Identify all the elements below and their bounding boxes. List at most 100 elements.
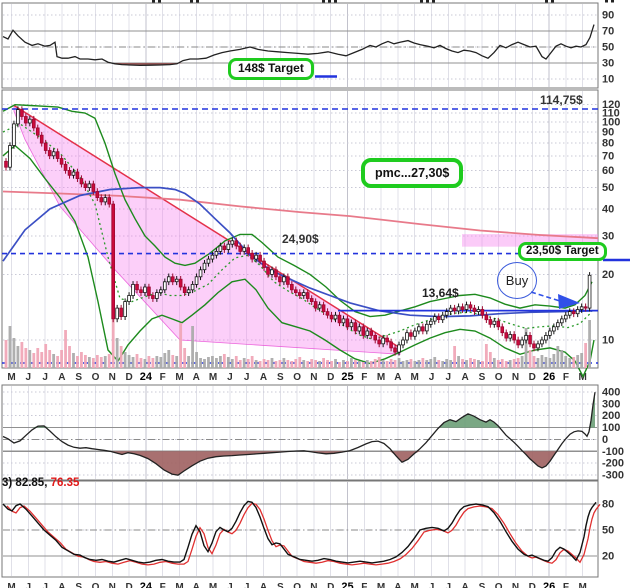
svg-text:N: N bbox=[109, 372, 116, 383]
volume-bar bbox=[20, 342, 24, 368]
volume-bar bbox=[385, 361, 389, 368]
candle bbox=[563, 314, 568, 320]
svg-text:M: M bbox=[209, 372, 217, 383]
svg-text:90: 90 bbox=[602, 126, 614, 138]
level-1364-label: 13,64$ bbox=[422, 286, 459, 300]
candle bbox=[250, 252, 254, 260]
volume-bar bbox=[246, 359, 250, 368]
candle bbox=[444, 311, 449, 316]
candle bbox=[401, 339, 405, 346]
volume-bar bbox=[84, 355, 87, 368]
candle bbox=[135, 283, 139, 291]
volume-bar bbox=[421, 358, 425, 368]
candle bbox=[571, 311, 576, 315]
volume-bar bbox=[127, 355, 131, 368]
candle bbox=[552, 326, 556, 332]
svg-text:S: S bbox=[75, 372, 82, 383]
volume-bar bbox=[552, 354, 556, 368]
candle bbox=[476, 309, 481, 312]
svg-text:J: J bbox=[26, 582, 32, 588]
svg-text:25: 25 bbox=[341, 581, 353, 588]
svg-text:N: N bbox=[310, 582, 317, 588]
svg-text:50: 50 bbox=[602, 42, 614, 54]
volume-bar bbox=[508, 360, 512, 368]
buy-arrow bbox=[530, 291, 580, 309]
stoch-value-d: 76.35 bbox=[50, 477, 80, 489]
svg-text:26: 26 bbox=[543, 581, 555, 588]
candle bbox=[456, 306, 461, 312]
candle bbox=[488, 319, 493, 325]
candle bbox=[20, 109, 24, 117]
svg-text:10: 10 bbox=[602, 335, 614, 347]
svg-text:O: O bbox=[495, 372, 503, 383]
volume-bar bbox=[528, 350, 532, 368]
candle bbox=[317, 304, 322, 309]
svg-text:-200: -200 bbox=[602, 458, 624, 470]
svg-text:A: A bbox=[193, 372, 200, 383]
candle bbox=[393, 347, 397, 353]
target-2350-annotation: 23,50$ Target bbox=[518, 242, 607, 262]
candle bbox=[369, 330, 374, 336]
volume-bar bbox=[584, 343, 588, 368]
candle bbox=[246, 247, 250, 254]
svg-text:O: O bbox=[92, 582, 100, 588]
candle bbox=[79, 178, 84, 185]
svg-text:24: 24 bbox=[140, 581, 153, 588]
svg-text:A: A bbox=[193, 582, 200, 588]
volume-bar bbox=[242, 358, 246, 368]
candle bbox=[262, 260, 266, 268]
volume-bar bbox=[381, 360, 385, 368]
volume-bar bbox=[544, 357, 548, 368]
svg-text:26: 26 bbox=[543, 371, 555, 383]
date-axis: M J J A S O N D 24 F M A M J J A S O N D 25 F M A M J J A S O N D 26 F M bbox=[7, 371, 587, 383]
candle bbox=[234, 240, 239, 247]
volume-bar bbox=[32, 353, 36, 368]
svg-text:D: D bbox=[327, 582, 334, 588]
volume-bar bbox=[342, 360, 345, 368]
svg-text:24: 24 bbox=[140, 371, 153, 383]
candle bbox=[567, 311, 572, 316]
candle bbox=[39, 134, 44, 144]
volume-bar bbox=[56, 356, 60, 368]
candle bbox=[480, 309, 485, 316]
volume-bar bbox=[481, 361, 484, 368]
volume-bar bbox=[564, 356, 568, 368]
oscillator-content bbox=[2, 392, 596, 476]
candle bbox=[139, 289, 143, 293]
volume-bar bbox=[425, 360, 429, 368]
high-level-label: 114,75$ bbox=[540, 93, 583, 107]
volume-bar bbox=[8, 326, 12, 368]
candle bbox=[190, 283, 195, 291]
svg-text:J: J bbox=[244, 582, 250, 588]
svg-text:S: S bbox=[277, 582, 284, 588]
candle bbox=[31, 118, 36, 129]
rsi-content bbox=[2, 24, 595, 78]
candle bbox=[357, 326, 362, 332]
volume-bar bbox=[532, 356, 536, 368]
volume-bar bbox=[163, 353, 167, 368]
volume-bar bbox=[286, 360, 290, 368]
volume-bar bbox=[330, 361, 333, 368]
candle bbox=[468, 304, 473, 309]
volume-bar bbox=[151, 358, 155, 368]
volume-bar bbox=[409, 359, 413, 368]
svg-text:J: J bbox=[227, 582, 233, 588]
svg-text:S: S bbox=[75, 582, 82, 588]
candle bbox=[159, 289, 163, 293]
rsi-target-annotation: 148$ Target bbox=[228, 58, 314, 80]
volume-bar bbox=[334, 359, 337, 368]
volume-bar bbox=[72, 353, 75, 368]
svg-text:S: S bbox=[277, 372, 284, 383]
level-2490-label: 24,90$ bbox=[282, 232, 319, 246]
svg-text:60: 60 bbox=[602, 165, 614, 177]
volume-bar bbox=[199, 358, 202, 368]
svg-text:M: M bbox=[377, 372, 385, 383]
svg-text:A: A bbox=[58, 372, 65, 383]
candle bbox=[143, 286, 147, 293]
volume-bar bbox=[139, 358, 143, 368]
svg-text:N: N bbox=[109, 582, 116, 588]
candle bbox=[425, 323, 429, 332]
candle bbox=[504, 332, 509, 339]
candle bbox=[309, 298, 314, 302]
volume-bar bbox=[103, 356, 107, 368]
